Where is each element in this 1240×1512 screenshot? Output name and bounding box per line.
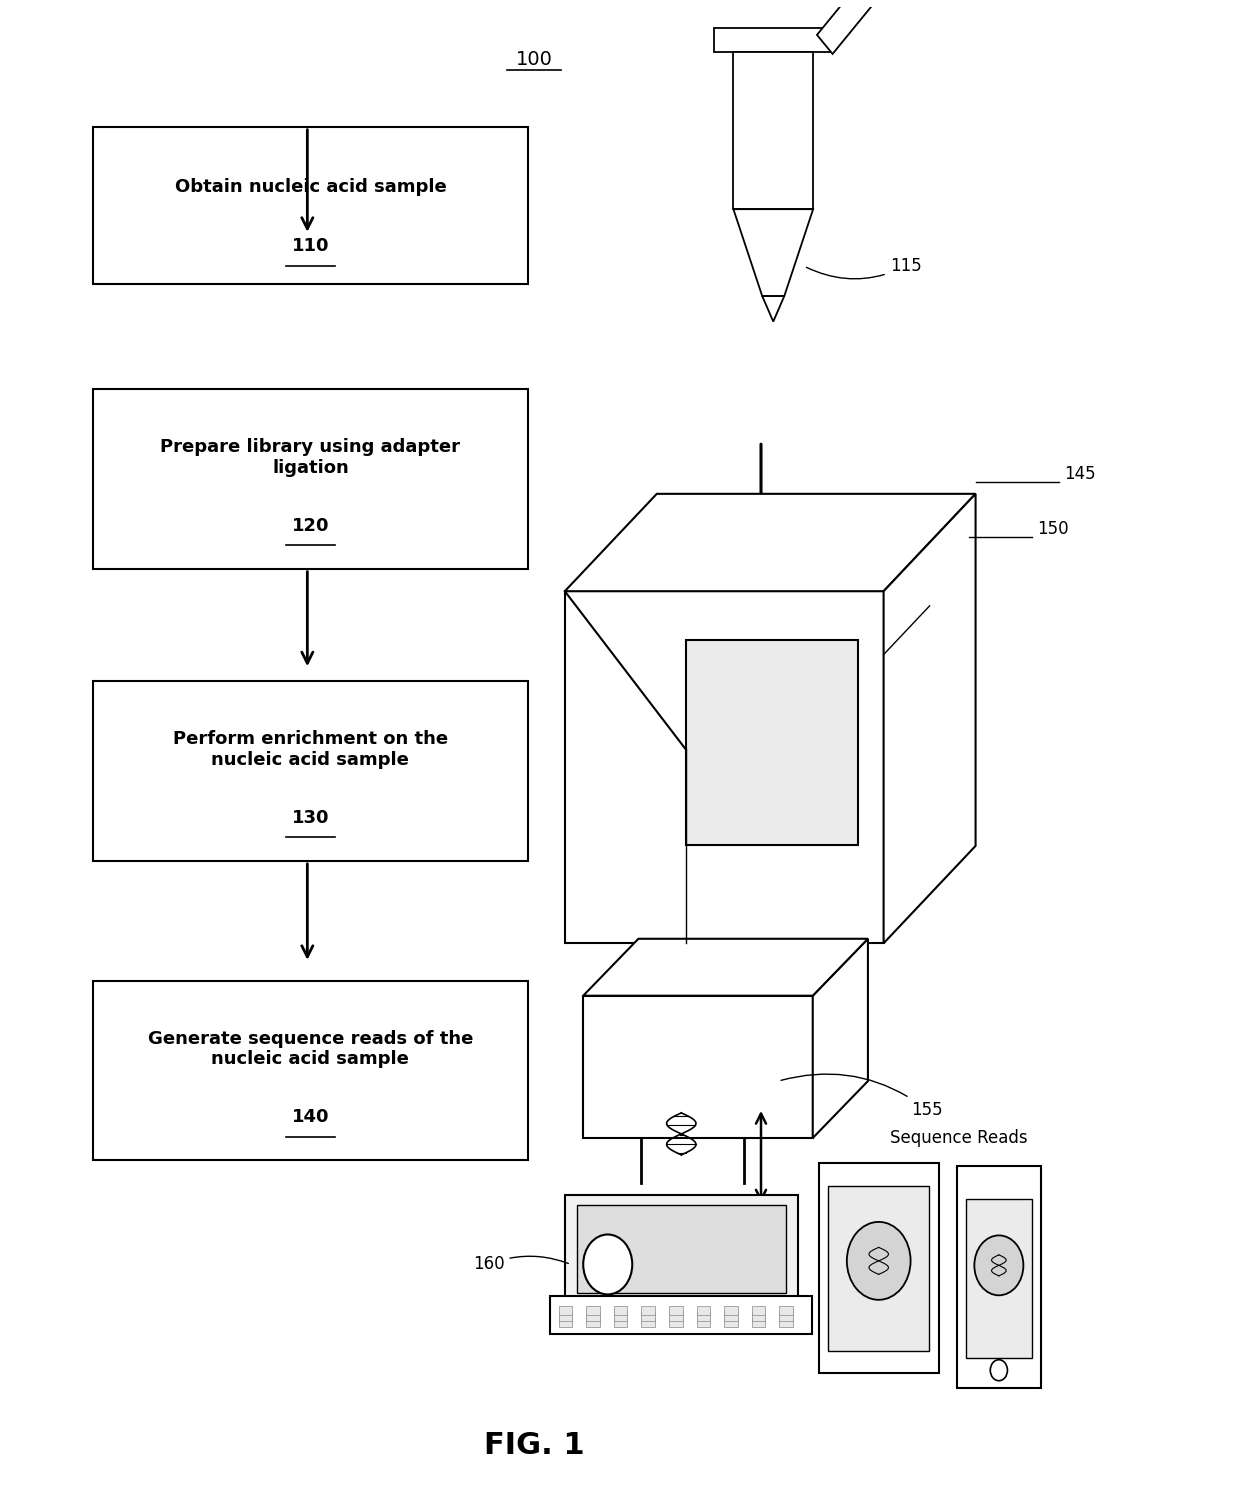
- Bar: [780, 1312, 792, 1321]
- Bar: [587, 1318, 600, 1328]
- Bar: [957, 1166, 1040, 1388]
- Bar: [641, 1312, 655, 1321]
- Polygon shape: [817, 0, 898, 54]
- Text: 140: 140: [291, 1108, 329, 1126]
- Text: 110: 110: [291, 237, 329, 256]
- Bar: [751, 1306, 765, 1315]
- Bar: [714, 27, 832, 51]
- Bar: [780, 1318, 792, 1328]
- Bar: [670, 1306, 682, 1315]
- Text: 115: 115: [806, 257, 921, 278]
- Bar: [93, 680, 528, 860]
- Bar: [751, 1312, 765, 1321]
- Circle shape: [583, 1234, 632, 1294]
- Text: Perform enrichment on the
nucleic acid sample: Perform enrichment on the nucleic acid s…: [172, 730, 448, 768]
- Bar: [93, 981, 528, 1161]
- Circle shape: [991, 1359, 1007, 1380]
- Bar: [697, 1312, 711, 1321]
- Bar: [551, 1296, 812, 1334]
- Bar: [733, 51, 813, 209]
- Bar: [565, 591, 884, 943]
- Bar: [614, 1312, 627, 1321]
- Bar: [780, 1306, 792, 1315]
- Polygon shape: [583, 939, 868, 996]
- Text: Sequence Reads: Sequence Reads: [890, 1129, 1028, 1148]
- Text: Obtain nucleic acid sample: Obtain nucleic acid sample: [175, 177, 446, 195]
- Bar: [614, 1318, 627, 1328]
- Text: 145: 145: [1064, 464, 1095, 482]
- Polygon shape: [565, 494, 976, 591]
- Bar: [641, 1318, 655, 1328]
- Circle shape: [975, 1235, 1023, 1296]
- Text: Prepare library using adapter
ligation: Prepare library using adapter ligation: [160, 438, 460, 476]
- Text: 120: 120: [291, 517, 329, 535]
- Bar: [93, 127, 528, 284]
- Bar: [614, 1306, 627, 1315]
- Bar: [724, 1306, 738, 1315]
- Bar: [670, 1312, 682, 1321]
- Bar: [686, 641, 858, 845]
- Bar: [818, 1164, 939, 1373]
- Polygon shape: [763, 296, 784, 322]
- Bar: [565, 1196, 797, 1302]
- Text: Generate sequence reads of the
nucleic acid sample: Generate sequence reads of the nucleic a…: [148, 1030, 474, 1069]
- Bar: [577, 1205, 785, 1293]
- Text: 130: 130: [291, 809, 329, 827]
- Bar: [559, 1312, 572, 1321]
- Text: FIG. 1: FIG. 1: [484, 1430, 584, 1459]
- Bar: [751, 1318, 765, 1328]
- Bar: [641, 1306, 655, 1315]
- Bar: [724, 1318, 738, 1328]
- Bar: [697, 1318, 711, 1328]
- Bar: [583, 996, 812, 1139]
- Bar: [587, 1312, 600, 1321]
- Bar: [828, 1185, 929, 1350]
- Bar: [559, 1306, 572, 1315]
- Bar: [670, 1318, 682, 1328]
- Circle shape: [847, 1222, 910, 1300]
- Bar: [587, 1306, 600, 1315]
- Polygon shape: [733, 209, 813, 296]
- Bar: [697, 1306, 711, 1315]
- Text: 155: 155: [781, 1074, 942, 1119]
- Bar: [559, 1318, 572, 1328]
- Text: 150: 150: [1037, 520, 1069, 538]
- Text: 100: 100: [516, 50, 553, 70]
- Bar: [966, 1199, 1032, 1358]
- Polygon shape: [812, 939, 868, 1139]
- Bar: [724, 1312, 738, 1321]
- Text: 160: 160: [472, 1255, 568, 1273]
- Bar: [93, 389, 528, 569]
- Polygon shape: [884, 494, 976, 943]
